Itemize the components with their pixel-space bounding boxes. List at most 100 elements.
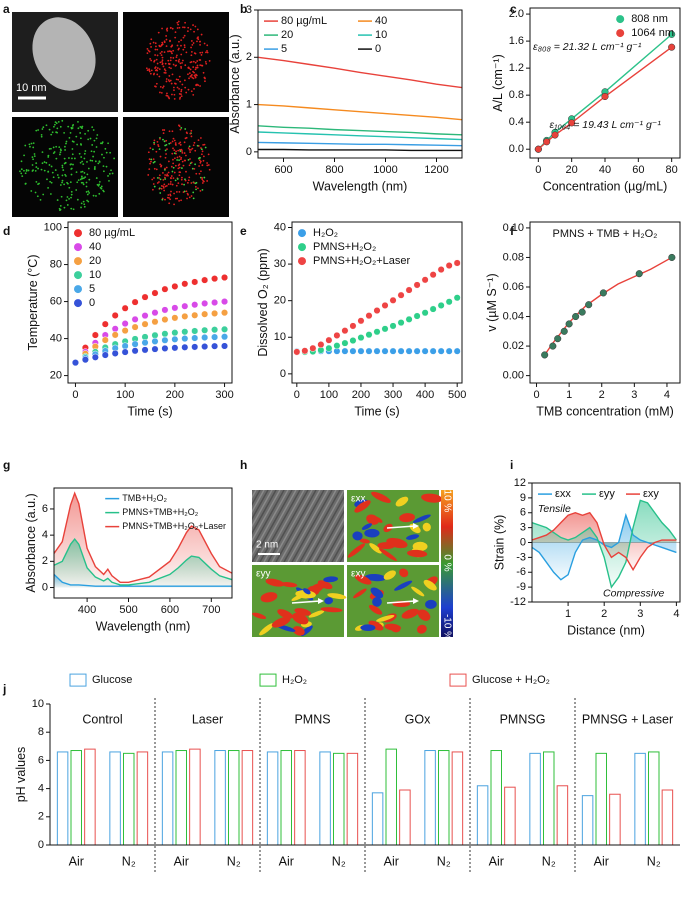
colorbar-label: +10 % xyxy=(441,484,452,513)
data-point xyxy=(201,326,209,334)
legend-marker xyxy=(449,673,467,687)
legend-marker xyxy=(298,229,306,238)
element-dot xyxy=(87,190,90,193)
element-dot xyxy=(179,62,182,65)
data-point xyxy=(191,343,199,351)
element-dot xyxy=(72,123,75,126)
element-dot xyxy=(82,177,85,180)
element-dot xyxy=(42,193,45,196)
element-dot xyxy=(161,63,164,66)
lattice-fringe xyxy=(315,510,344,562)
element-dot xyxy=(189,68,192,71)
bar xyxy=(319,751,331,846)
element-dot xyxy=(63,206,66,209)
element-dot xyxy=(155,168,158,171)
data-point xyxy=(111,349,119,357)
element-dot xyxy=(165,184,168,187)
element-dot xyxy=(196,37,199,40)
element-dot xyxy=(67,125,70,128)
element-dot xyxy=(81,160,84,163)
element-dot xyxy=(171,27,174,30)
element-dot xyxy=(81,177,84,180)
lattice-fringe xyxy=(252,490,269,521)
element-dot xyxy=(170,45,173,48)
element-dot xyxy=(178,93,181,95)
element-dot xyxy=(190,195,193,197)
element-dot xyxy=(169,39,171,42)
element-dot xyxy=(155,150,158,153)
element-dot xyxy=(69,131,72,134)
element-dot xyxy=(181,176,183,179)
data-point xyxy=(191,278,199,286)
lattice-fringe xyxy=(295,490,337,562)
data-point xyxy=(349,337,357,345)
element-dot xyxy=(146,47,149,50)
legend-marker xyxy=(298,243,306,252)
element-dot xyxy=(102,170,105,173)
data-point xyxy=(211,298,219,307)
element-dot xyxy=(180,53,183,56)
element-dot xyxy=(195,172,198,175)
strain-blob xyxy=(407,549,428,558)
data-point xyxy=(220,342,229,350)
element-dot xyxy=(206,180,209,182)
lattice-fringe xyxy=(283,490,325,562)
strain-blob xyxy=(353,588,367,599)
element-dot xyxy=(164,178,167,180)
element-dot xyxy=(83,157,86,160)
legend-marker xyxy=(74,257,82,266)
legend-label: 0 xyxy=(375,43,381,55)
y-tick-label: 9 xyxy=(520,492,526,504)
lattice-fringe xyxy=(311,502,344,562)
series-line xyxy=(532,511,677,572)
element-dot xyxy=(163,168,166,171)
element-dot xyxy=(176,197,179,200)
element-dot xyxy=(188,77,190,80)
element-dot xyxy=(173,192,175,195)
element-dot xyxy=(159,163,162,166)
element-dot xyxy=(170,190,172,193)
element-dot xyxy=(194,25,197,28)
element-dot xyxy=(63,157,66,160)
element-dot xyxy=(57,120,60,123)
element-dot xyxy=(173,139,176,142)
data-point xyxy=(220,325,229,333)
element-dot xyxy=(24,172,27,175)
x-tick-label: N₂ xyxy=(227,854,241,868)
x-tick-label: 600 xyxy=(274,164,292,176)
x-axis-label: Time (s) xyxy=(127,404,172,418)
element-dot xyxy=(174,36,177,39)
element-dot xyxy=(154,66,157,69)
element-dot xyxy=(92,155,95,158)
element-dot xyxy=(187,88,190,91)
element-dot xyxy=(205,51,207,54)
element-dot xyxy=(194,149,197,152)
element-dot xyxy=(80,156,83,158)
strain-blob xyxy=(383,570,396,580)
element-dot xyxy=(35,166,38,168)
element-dot xyxy=(102,190,105,193)
data-point xyxy=(161,285,169,293)
element-dot xyxy=(47,170,50,173)
y-tick-label: 4 xyxy=(38,783,44,795)
element-dot xyxy=(165,153,167,155)
element-dot xyxy=(206,49,208,52)
element-dot xyxy=(95,137,98,140)
lattice-fringe xyxy=(331,538,344,562)
strain-blob xyxy=(324,597,334,605)
strain-blob xyxy=(394,580,413,591)
element-dot xyxy=(36,195,39,198)
legend-label: εxy xyxy=(643,488,659,500)
element-dot xyxy=(188,148,191,151)
element-dot xyxy=(35,180,38,183)
element-dot xyxy=(173,152,176,155)
lattice-fringe xyxy=(279,490,321,562)
series-line xyxy=(532,499,677,589)
element-dot xyxy=(97,184,100,187)
element-dot xyxy=(200,33,203,36)
data-point xyxy=(201,310,209,318)
element-dot xyxy=(182,36,185,39)
element-dot xyxy=(165,35,168,37)
element-dot xyxy=(24,183,27,185)
element-dot xyxy=(66,204,69,206)
